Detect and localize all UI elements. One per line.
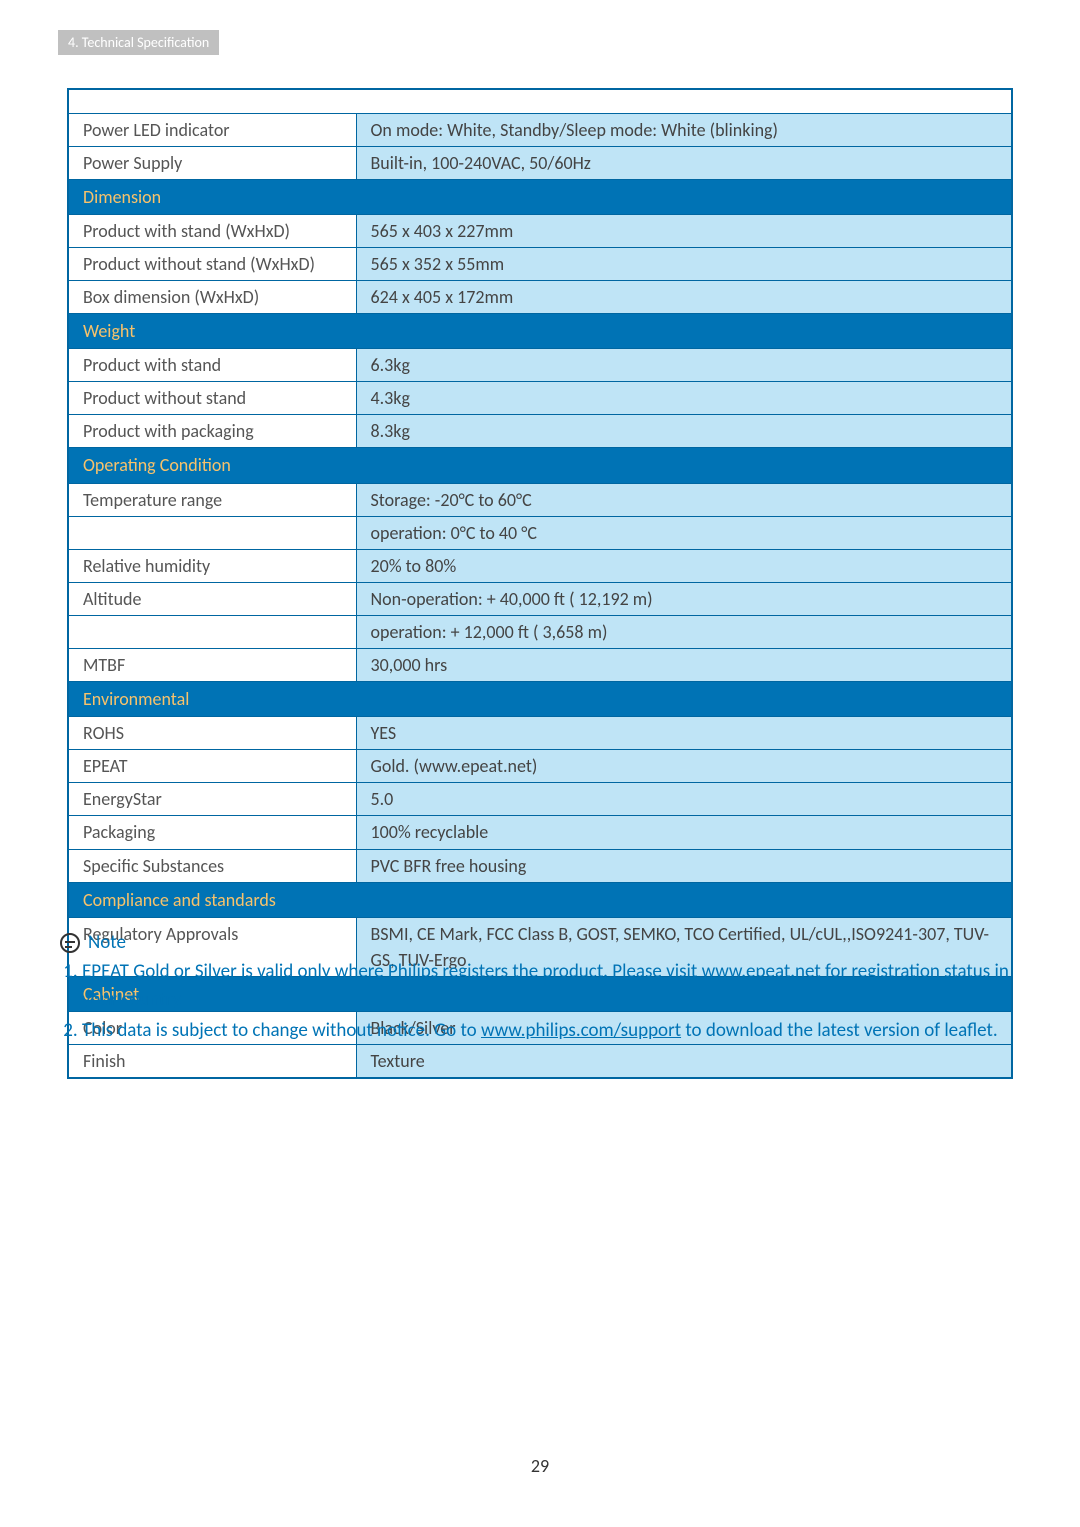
table-row: Packaging100% recyclable	[68, 816, 1012, 849]
note-block: Note EPEAT Gold or Silver is valid only …	[60, 929, 1020, 1047]
table-row: AltitudeNon-operation: + 40,000 ft ( 12,…	[68, 582, 1012, 615]
table-cell-value: On mode: White, Standby/Sleep mode: Whit…	[356, 113, 1012, 146]
table-cell-label: EPEAT	[68, 750, 356, 783]
table-row: Box dimension (WxHxD)624 x 405 x 172mm	[68, 280, 1012, 313]
table-row: Product with packaging8.3kg	[68, 415, 1012, 448]
table-cell-value: 565 x 403 x 227mm	[356, 214, 1012, 247]
table-spacer-cell	[68, 89, 1012, 113]
table-cell-label: Packaging	[68, 816, 356, 849]
table-cell-label	[68, 516, 356, 549]
breadcrumb: 4. Technical Specification	[58, 30, 219, 55]
table-cell-label: Power LED indicator	[68, 113, 356, 146]
table-cell-value: Gold. (www.epeat.net)	[356, 750, 1012, 783]
table-cell-value: Texture	[356, 1045, 1012, 1079]
table-cell-label: Temperature range	[68, 483, 356, 516]
note-text-post: to download the latest version of leafle…	[681, 1019, 998, 1042]
table-row: FinishTexture	[68, 1045, 1012, 1079]
note-list: EPEAT Gold or Silver is valid only where…	[60, 958, 1020, 1046]
table-cell-label: Product with stand (WxHxD)	[68, 214, 356, 247]
table-row: MTBF30,000 hrs	[68, 649, 1012, 682]
table-section-label: Operating Condition	[68, 448, 1012, 483]
table-cell-value: Built-in, 100-240VAC, 50/60Hz	[356, 146, 1012, 179]
table-row: operation: 0°C to 40 °C	[68, 516, 1012, 549]
note-header: Note	[60, 929, 1020, 958]
table-cell-value: 624 x 405 x 172mm	[356, 280, 1012, 313]
table-cell-label: Product without stand	[68, 382, 356, 415]
page-number: 29	[0, 1455, 1080, 1477]
table-row: operation: + 12,000 ft ( 3,658 m)	[68, 615, 1012, 648]
table-cell-value: operation: 0°C to 40 °C	[356, 516, 1012, 549]
table-cell-value: 100% recyclable	[356, 816, 1012, 849]
table-row: Product without stand (WxHxD)565 x 352 x…	[68, 247, 1012, 280]
table-cell-label: Finish	[68, 1045, 356, 1079]
note-link[interactable]: www.epeat.net	[702, 960, 821, 983]
table-row: Temperature rangeStorage: -20°C to 60°C	[68, 483, 1012, 516]
table-row: EPEATGold. (www.epeat.net)	[68, 750, 1012, 783]
table-cell-value: 4.3kg	[356, 382, 1012, 415]
note-icon	[60, 933, 80, 953]
table-cell-label: Relative humidity	[68, 549, 356, 582]
table-cell-value: 8.3kg	[356, 415, 1012, 448]
note-text-pre: EPEAT Gold or Silver is valid only where…	[82, 960, 702, 983]
table-cell-label: MTBF	[68, 649, 356, 682]
table-cell-value: Non-operation: + 40,000 ft ( 12,192 m)	[356, 582, 1012, 615]
table-cell-value: operation: + 12,000 ft ( 3,658 m)	[356, 615, 1012, 648]
table-cell-label: Altitude	[68, 582, 356, 615]
table-cell-value: 565 x 352 x 55mm	[356, 247, 1012, 280]
table-section-row: Operating Condition	[68, 448, 1012, 483]
table-section-label: Compliance and standards	[68, 882, 1012, 917]
table-cell-label	[68, 615, 356, 648]
table-cell-label: Product with stand	[68, 349, 356, 382]
table-section-row: Dimension	[68, 179, 1012, 214]
table-cell-label: EnergyStar	[68, 783, 356, 816]
note-title: Note	[88, 929, 126, 958]
table-cell-value: 30,000 hrs	[356, 649, 1012, 682]
table-cell-label: Box dimension (WxHxD)	[68, 280, 356, 313]
note-text-pre: This data is subject to change without n…	[82, 1019, 481, 1042]
table-row: Relative humidity20% to 80%	[68, 549, 1012, 582]
table-cell-value: Storage: -20°C to 60°C	[356, 483, 1012, 516]
table-section-row: Environmental	[68, 682, 1012, 717]
table-section-row: Weight	[68, 314, 1012, 349]
table-cell-label: Product with packaging	[68, 415, 356, 448]
table-cell-value: PVC BFR free housing	[356, 849, 1012, 882]
table-row: Product without stand4.3kg	[68, 382, 1012, 415]
table-row: ROHSYES	[68, 717, 1012, 750]
table-cell-value: YES	[356, 717, 1012, 750]
table-row: Specific SubstancesPVC BFR free housing	[68, 849, 1012, 882]
table-row: Power LED indicatorOn mode: White, Stand…	[68, 113, 1012, 146]
table-cell-label: Product without stand (WxHxD)	[68, 247, 356, 280]
table-cell-label: Power Supply	[68, 146, 356, 179]
note-item: EPEAT Gold or Silver is valid only where…	[82, 958, 1020, 1015]
table-section-label: Weight	[68, 314, 1012, 349]
note-link[interactable]: www.philips.com/support	[481, 1019, 681, 1042]
table-section-label: Environmental	[68, 682, 1012, 717]
table-row: EnergyStar5.0	[68, 783, 1012, 816]
table-cell-value: 20% to 80%	[356, 549, 1012, 582]
table-section-label: Dimension	[68, 179, 1012, 214]
table-spacer-row	[68, 89, 1012, 113]
table-cell-label: Specific Substances	[68, 849, 356, 882]
table-section-row: Compliance and standards	[68, 882, 1012, 917]
table-row: Product with stand (WxHxD)565 x 403 x 22…	[68, 214, 1012, 247]
note-item: This data is subject to change without n…	[82, 1017, 1020, 1046]
table-row: Power SupplyBuilt-in, 100-240VAC, 50/60H…	[68, 146, 1012, 179]
table-cell-value: 5.0	[356, 783, 1012, 816]
table-row: Product with stand6.3kg	[68, 349, 1012, 382]
table-cell-label: ROHS	[68, 717, 356, 750]
table-cell-value: 6.3kg	[356, 349, 1012, 382]
